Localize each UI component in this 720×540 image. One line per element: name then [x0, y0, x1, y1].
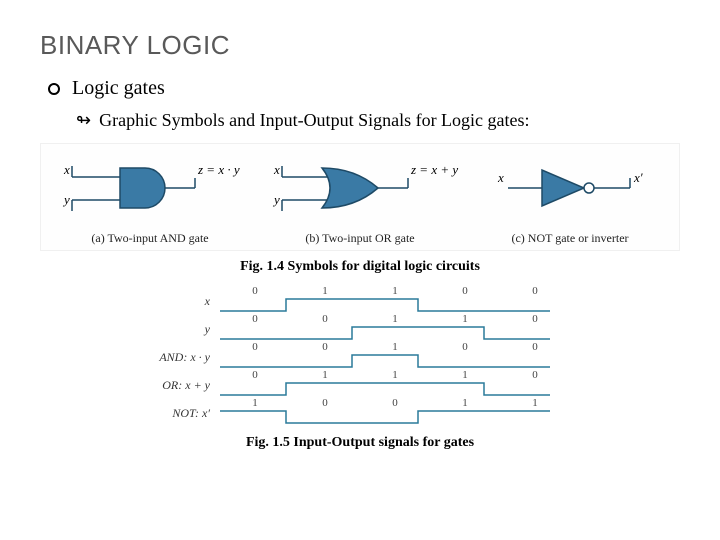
timing-value: 1 [360, 313, 430, 325]
timing-label: x [150, 294, 220, 309]
and-input-x: x [63, 162, 70, 177]
timing-value: 0 [220, 285, 290, 297]
timing-value: 0 [500, 285, 570, 297]
timing-value: 1 [430, 313, 500, 325]
timing-value: 0 [290, 397, 360, 409]
timing-value: 1 [220, 397, 290, 409]
timing-value: 0 [360, 397, 430, 409]
timing-value: 1 [360, 285, 430, 297]
timing-value: 1 [430, 369, 500, 381]
timing-value: 1 [360, 341, 430, 353]
or-output-expr: z = x + y [410, 162, 458, 177]
timing-value: 0 [220, 369, 290, 381]
timing-value: 1 [290, 369, 360, 381]
circle-bullet-icon [48, 83, 60, 95]
timing-wave: 00110 [220, 315, 570, 343]
timing-row: OR: x + y01110 [150, 371, 570, 399]
not-gate-cell: x x′ (c) NOT gate or inverter [465, 152, 675, 246]
not-caption: (c) NOT gate or inverter [465, 231, 675, 246]
and-caption: (a) Two-input AND gate [45, 231, 255, 246]
timing-value: 0 [290, 313, 360, 325]
timing-value: 0 [430, 285, 500, 297]
timing-wave: 01110 [220, 371, 570, 399]
or-gate-cell: x y z = x + y (b) Two-input OR gate [255, 152, 465, 246]
timing-value: 0 [220, 313, 290, 325]
not-output-expr: x′ [633, 170, 643, 185]
timing-wave: 10011 [220, 399, 570, 427]
timing-row: AND: x · y00100 [150, 343, 570, 371]
gates-figure: x y z = x · y (a) Two-input AND gate x y [40, 143, 680, 251]
page-title: BINARY LOGIC [40, 30, 680, 61]
timing-value: 1 [500, 397, 570, 409]
timing-label: AND: x · y [150, 350, 220, 365]
timing-row: x01100 [150, 287, 570, 315]
and-output-expr: z = x · y [197, 162, 240, 177]
timing-value: 0 [500, 341, 570, 353]
figure-1-4-caption: Fig. 1.4 Symbols for digital logic circu… [40, 259, 680, 275]
timing-value: 0 [430, 341, 500, 353]
and-gate-cell: x y z = x · y (a) Two-input AND gate [45, 152, 255, 246]
timing-value: 1 [430, 397, 500, 409]
timing-row: NOT: x′10011 [150, 399, 570, 427]
sub-bullet-graphic-symbols: ↬ Graphic Symbols and Input-Output Signa… [76, 110, 680, 131]
and-gate-icon: x y z = x · y [50, 152, 250, 222]
and-input-y: y [62, 192, 70, 207]
or-gate-icon: x y z = x + y [260, 152, 460, 222]
timing-value: 0 [500, 313, 570, 325]
timing-value: 0 [500, 369, 570, 381]
timing-label: NOT: x′ [150, 406, 220, 421]
not-gate-icon: x x′ [480, 152, 660, 222]
arrow-bullet-icon: ↬ [76, 110, 91, 131]
figure-1-5-caption: Fig. 1.5 Input-Output signals for gates [40, 435, 680, 451]
timing-value: 0 [220, 341, 290, 353]
timing-label: OR: x + y [150, 378, 220, 393]
or-input-y: y [272, 192, 280, 207]
timing-wave: 01100 [220, 287, 570, 315]
timing-figure: x01100y00110AND: x · y00100OR: x + y0111… [150, 287, 570, 427]
or-input-x: x [273, 162, 280, 177]
or-caption: (b) Two-input OR gate [255, 231, 465, 246]
timing-label: y [150, 322, 220, 337]
timing-row: y00110 [150, 315, 570, 343]
bullet-logic-gates: Logic gates [48, 77, 680, 100]
not-input-x: x [497, 170, 504, 185]
timing-value: 0 [290, 341, 360, 353]
timing-value: 1 [290, 285, 360, 297]
timing-value: 1 [360, 369, 430, 381]
bullet-text: Logic gates [72, 77, 165, 100]
sub-bullet-text: Graphic Symbols and Input-Output Signals… [99, 110, 529, 131]
timing-wave: 00100 [220, 343, 570, 371]
